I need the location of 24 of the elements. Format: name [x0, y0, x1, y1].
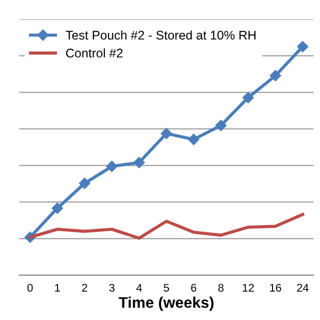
legend-label: Control #2: [66, 48, 122, 58]
point: [160, 128, 172, 140]
legend-label: Test Pouch #2 - Stored at 10% RH: [66, 30, 256, 40]
point: [52, 202, 63, 214]
x-tick-label: 8: [218, 284, 224, 292]
x-tick-label: 2: [82, 284, 88, 292]
x-tick-label: 3: [109, 284, 114, 292]
point: [297, 41, 308, 52]
x-axis-title: Time (weeks): [118, 296, 214, 311]
x-tick-label: 12: [242, 284, 254, 292]
point: [270, 70, 282, 82]
x-tick-label: 1: [55, 284, 60, 292]
x-tick-label: 6: [191, 284, 196, 292]
x-tick-label: 0: [27, 284, 33, 292]
point: [215, 120, 227, 132]
x-tick-label: 4: [136, 284, 142, 292]
point: [106, 160, 118, 172]
point: [188, 134, 200, 146]
point: [242, 92, 254, 104]
x-tick-label: 24: [297, 284, 309, 292]
x-tick-label: 16: [270, 284, 282, 292]
point: [79, 178, 90, 189]
x-tick-label: 5: [164, 284, 170, 292]
point: [134, 156, 145, 168]
